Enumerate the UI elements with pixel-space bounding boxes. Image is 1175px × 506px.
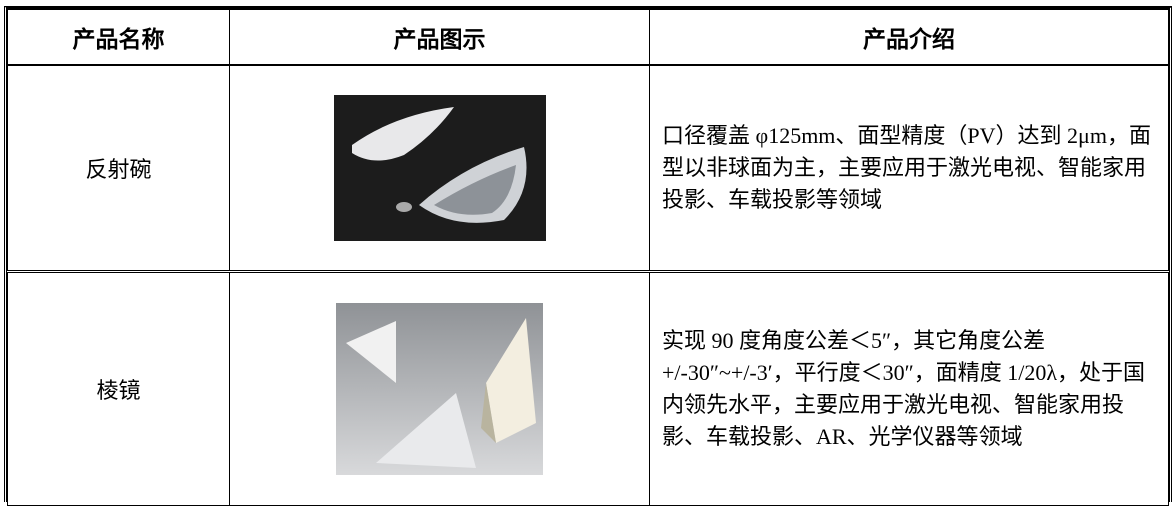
product-name: 反射碗 xyxy=(7,64,230,272)
product-description: 实现 90 度角度公差＜5″，其它角度公差+/-30″~+/-3′，平行度＜30… xyxy=(649,270,1169,506)
product-table: 产品名称 产品图示 产品介绍 反射碗 口径覆盖 φ125mm、面型精度（PV）达… xyxy=(7,9,1169,506)
prism-image xyxy=(336,303,543,475)
header-cell: 产品名称 xyxy=(7,9,230,66)
image-cell xyxy=(229,64,650,272)
row: 反射碗 口径覆盖 φ125mm、面型精度（PV）达到 2μm，面型以非球面为主，… xyxy=(7,64,1169,272)
product-name: 棱镜 xyxy=(7,270,230,506)
header-row: 产品名称 产品图示 产品介绍 xyxy=(7,9,1169,66)
row: 棱镜 实现 90 度角度公差＜5″，其它角度公差+/-30″~+/-3′，平行度… xyxy=(7,270,1169,506)
header-cell: 产品图示 xyxy=(229,9,650,66)
product-description: 口径覆盖 φ125mm、面型精度（PV）达到 2μm，面型以非球面为主，主要应用… xyxy=(649,64,1169,272)
table-frame: 产品名称 产品图示 产品介绍 反射碗 口径覆盖 φ125mm、面型精度（PV）达… xyxy=(4,6,1172,506)
image-cell xyxy=(229,270,650,506)
reflector-image xyxy=(333,95,546,241)
header-cell: 产品介绍 xyxy=(649,9,1169,66)
